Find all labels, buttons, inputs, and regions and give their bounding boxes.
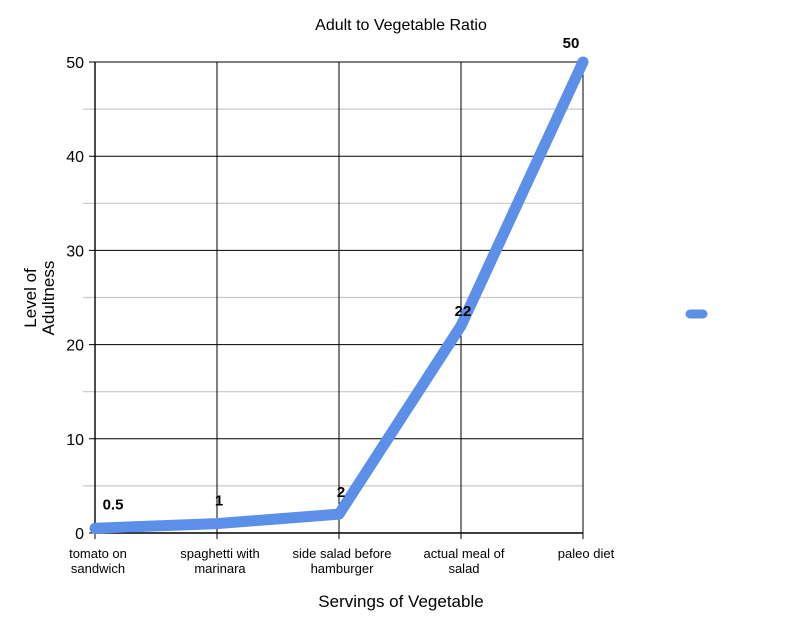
x-category-label: sandwich: [71, 561, 125, 576]
y-axis-label-line: Adultness: [39, 261, 58, 336]
series-line: [89, 56, 589, 534]
x-category-label: paleo diet: [558, 546, 615, 561]
y-axis-ticks: 0 10 20 30 40 50: [66, 55, 84, 543]
grid: [83, 61, 584, 539]
y-tick-label: 10: [66, 432, 84, 449]
data-label: 0.5: [103, 496, 124, 513]
x-category-label: salad: [448, 561, 479, 576]
x-category-label: marinara: [194, 561, 246, 576]
x-category-label: side salad before: [292, 546, 391, 561]
y-tick-label: 40: [66, 149, 84, 166]
y-axis-label: Level of Adultness: [21, 261, 58, 336]
y-tick-label: 0: [75, 526, 84, 543]
data-series: [89, 56, 589, 534]
x-category-label: actual meal of: [424, 546, 505, 561]
y-tick-label: 50: [66, 55, 84, 72]
x-axis-label: Servings of Vegetable: [318, 592, 483, 611]
axes: [94, 62, 583, 534]
chart-title: Adult to Vegetable Ratio: [315, 17, 487, 34]
y-tick-label: 20: [66, 338, 84, 355]
data-label: 2: [337, 484, 345, 501]
data-label: 50: [563, 35, 580, 52]
x-category-label: spaghetti with: [180, 546, 260, 561]
y-axis-label-line: Level of: [21, 268, 40, 328]
x-category-label: hamburger: [311, 561, 375, 576]
data-label: 1: [215, 493, 223, 510]
y-tick-label: 30: [66, 243, 84, 260]
x-category-label: tomato on: [69, 546, 127, 561]
data-label: 22: [455, 303, 472, 320]
